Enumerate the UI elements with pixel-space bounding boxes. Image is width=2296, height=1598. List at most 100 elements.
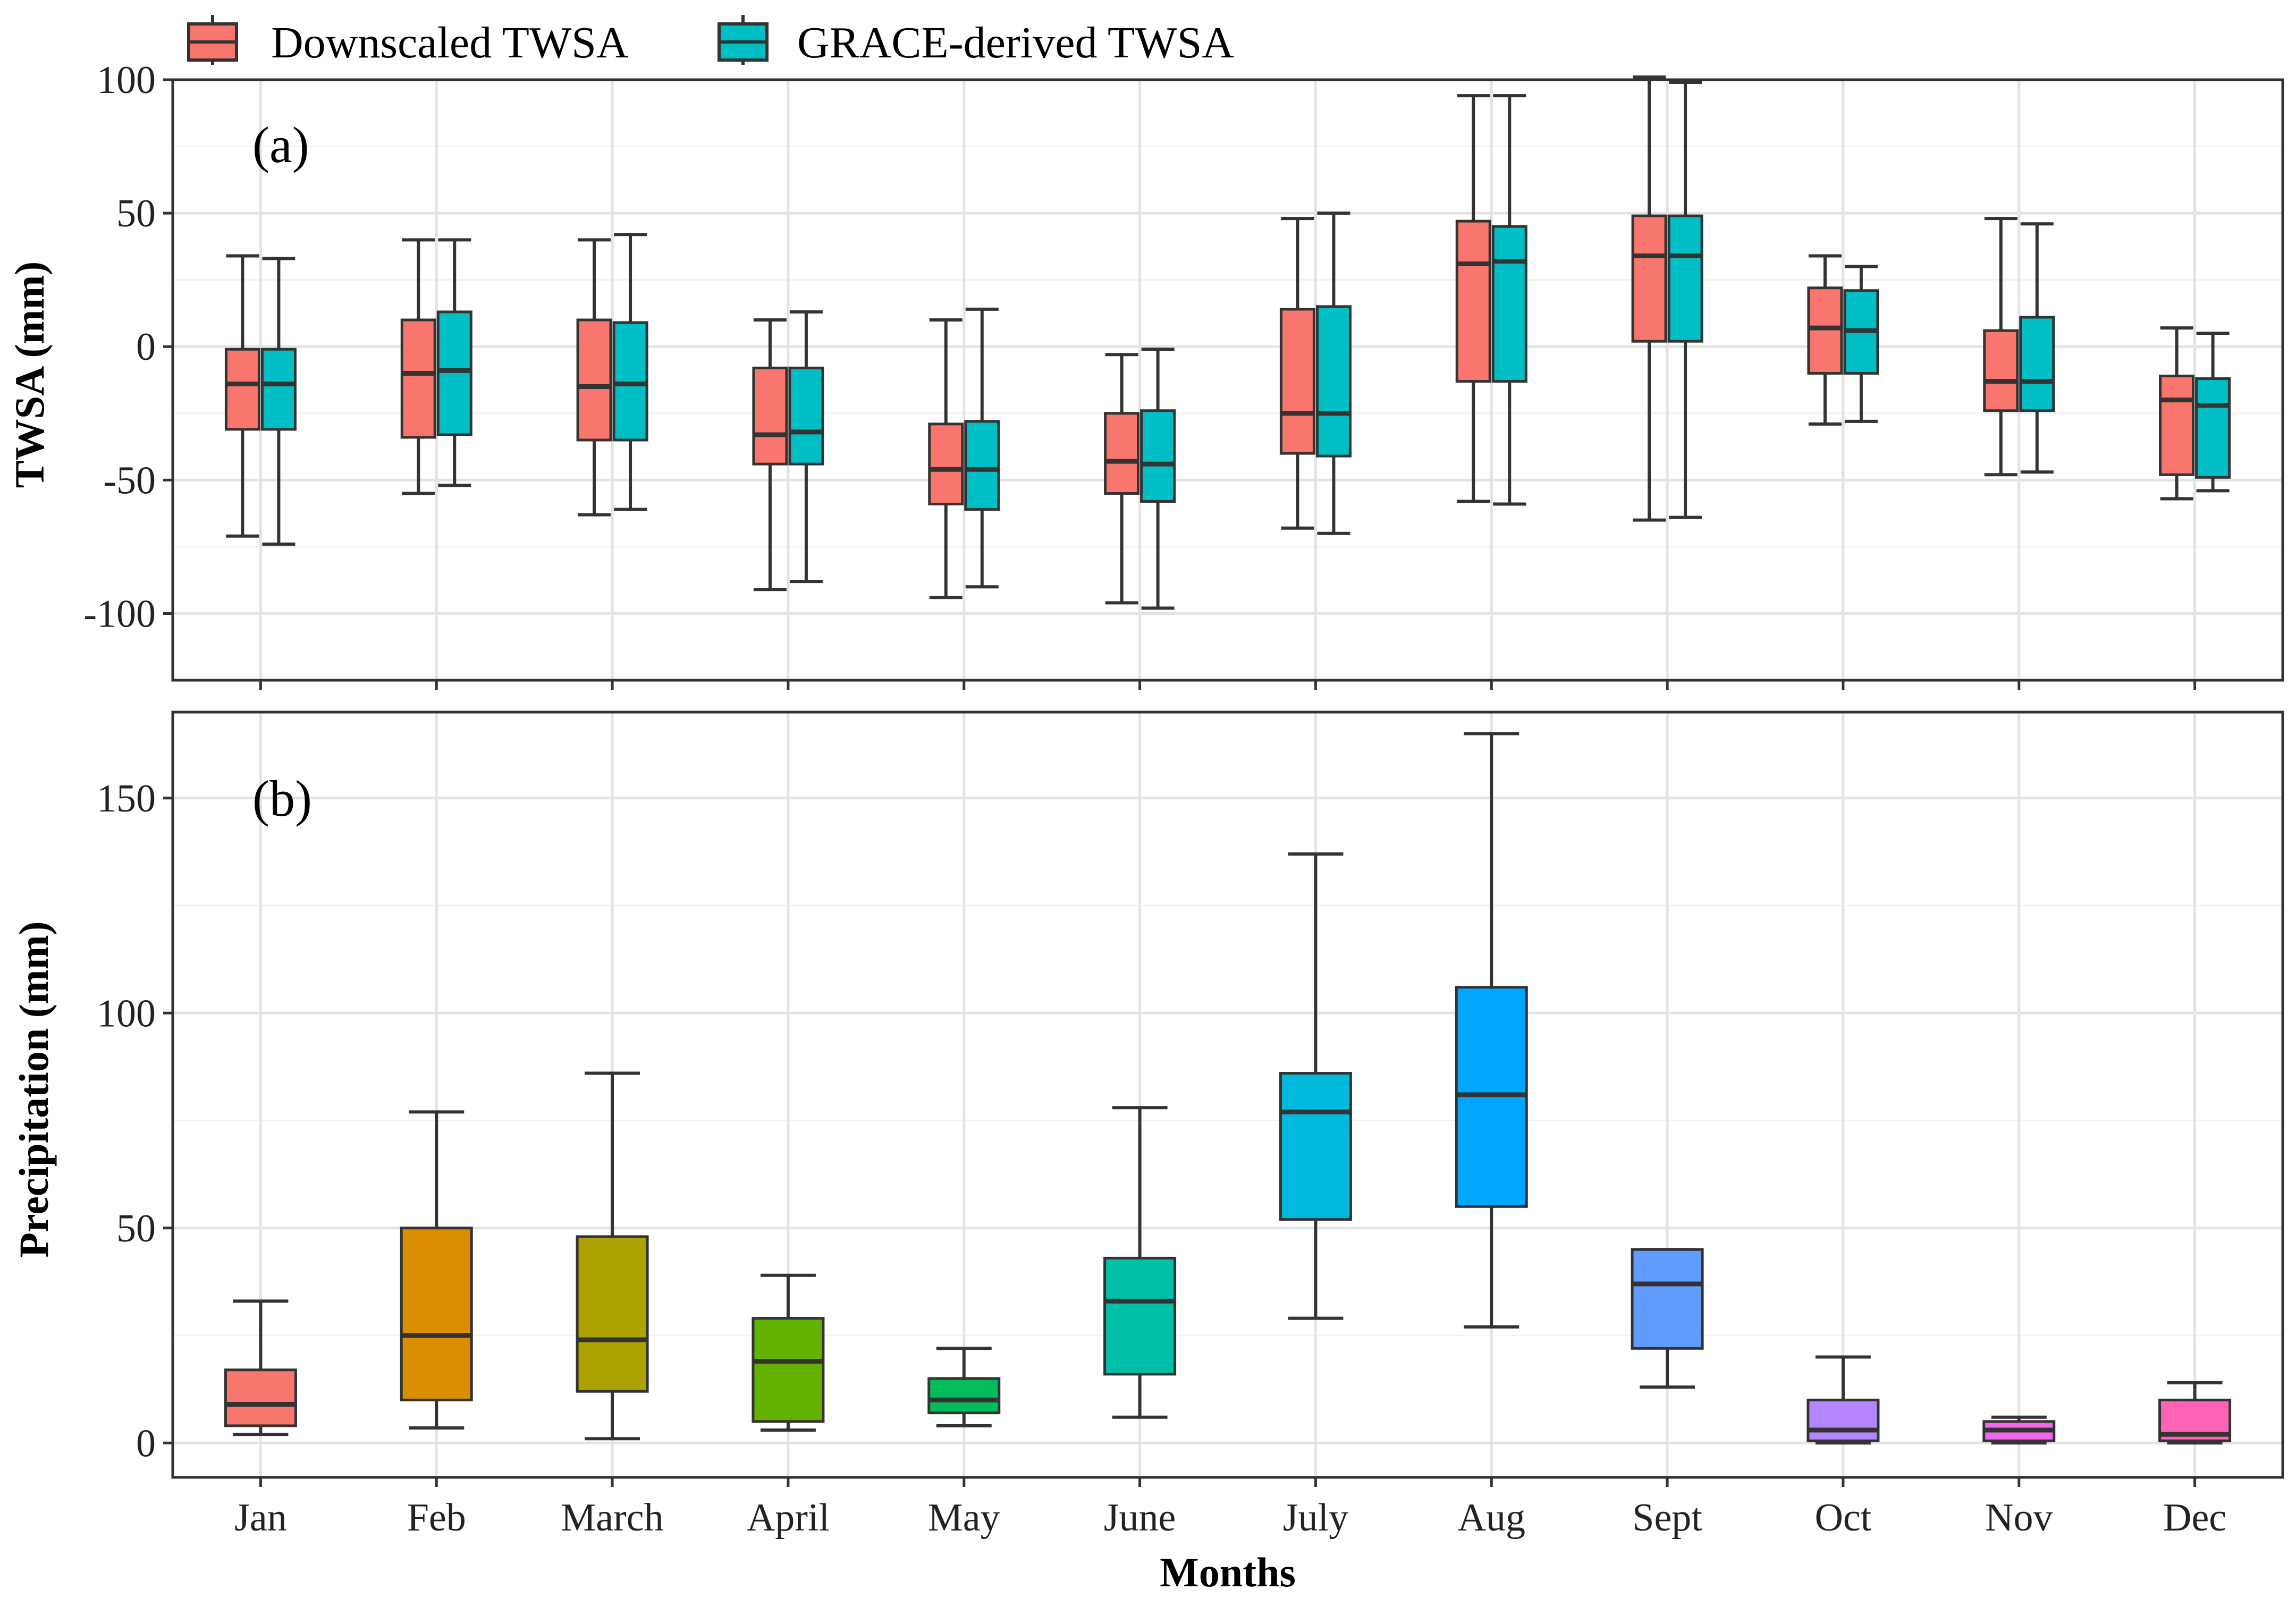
box-april-downscaled [752,318,788,591]
y-tick-label: 0 [136,325,156,369]
box-may-downscaled [928,318,964,599]
box-body [788,366,824,466]
panel-a-y-axis-title: TWSA (mm) [6,261,53,488]
box-feb-downscaled [400,238,436,495]
box-body [2159,374,2195,476]
box-body [928,422,964,506]
x-tick-label: Feb [407,1496,466,1540]
panel-b-x-ticks: Jan Feb March April May June July Aug Sept Oct Nov… [234,1477,2226,1540]
box-feb-grace [436,238,472,487]
box-body [1631,214,1667,343]
y-tick-label: 100 [97,992,156,1035]
box-jan [224,1299,297,1436]
box-march-downscaled [576,238,612,517]
panel-b-gridlines [173,712,2283,1477]
box-body [1104,412,1140,495]
box-body [436,310,472,436]
y-tick-label: 150 [97,777,156,821]
box-may [927,1347,1001,1427]
panel-a-y-ticks: 100 50 0 -50 -100 [83,58,173,636]
x-tick-label: Jan [234,1496,287,1540]
y-tick-label: -50 [103,459,156,502]
x-tick-label: March [561,1496,664,1540]
box-body [2195,377,2231,479]
box-body [400,1227,473,1401]
box-body [400,318,436,439]
box-march-grace [612,233,648,511]
panel-b-tag: (b) [252,770,312,827]
box-aug-downscaled [1455,94,1491,503]
y-tick-label: 0 [136,1422,156,1465]
x-tick-label: Oct [1814,1496,1871,1540]
box-body [1807,1398,1880,1442]
box-sept-downscaled [1631,75,1667,522]
x-tick-label: June [1104,1496,1176,1540]
box-dec [2158,1381,2232,1445]
y-tick-label: 50 [116,1207,156,1250]
y-tick-label: 50 [116,192,156,235]
box-june [1103,1106,1177,1419]
box-body [612,321,648,442]
y-tick-label: -100 [83,592,156,636]
panel-b-y-ticks: 150 100 50 0 [97,777,173,1465]
box-march [576,1071,649,1441]
x-tick-label: Nov [1985,1496,2053,1540]
box-body [1667,214,1703,343]
legend-item-downscaled: Downscaled TWSA [187,15,629,67]
box-body [1631,1248,1704,1350]
box-body [964,420,1000,511]
box-may-grace [964,307,1000,589]
x-tick-label: Aug [1458,1496,1525,1540]
box-oct-downscaled [1807,254,1843,426]
panel-b-border [171,711,2284,1479]
panel-a-x-ticks [259,680,2197,690]
box-june-grace [1140,348,1176,610]
box-dec-grace [2195,332,2231,493]
box-aug-grace [1491,94,1527,506]
x-tick-label: April [747,1496,830,1540]
box-sept-grace [1667,81,1703,519]
box-june-downscaled [1104,353,1140,605]
legend-label-grace: GRACE-derived TWSA [797,18,1234,67]
panel-a-tag: (a) [252,116,309,173]
box-body [1140,409,1176,503]
box-body [576,1235,649,1393]
box-july-downscaled [1279,217,1315,530]
box-july-grace [1315,212,1352,535]
box-body [224,1368,297,1427]
box-body [752,1317,825,1423]
x-tick-label: Dec [2163,1496,2226,1540]
y-tick-label: 100 [97,58,156,102]
panel-a-twsa: 100 50 0 -50 -100 (a) TWSA (mm) [6,58,2284,690]
box-feb [400,1110,473,1430]
panel-b-boxes [224,732,2232,1445]
x-tick-label: July [1283,1496,1348,1540]
panel-b-y-axis-title: Precipitation (mm) [11,921,57,1257]
box-body [1103,1256,1177,1376]
box-body [752,366,788,466]
box-nov [1982,1415,2056,1445]
box-body [1983,329,2019,412]
box-jan-grace [260,257,297,546]
legend: Downscaled TWSA GRACE-derived TWSA [187,15,1234,67]
box-body [1279,308,1315,455]
box-dec-downscaled [2159,326,2195,501]
box-body [927,1377,1001,1415]
box-oct-grace [1843,265,1879,423]
legend-label-downscaled: Downscaled TWSA [271,18,629,67]
box-body [260,348,297,431]
x-tick-label: May [928,1496,1000,1540]
box-april [752,1273,825,1432]
box-body [1807,286,1843,375]
panel-b-precipitation: 150 100 50 0 Jan Feb March April May June July Aug… [11,711,2284,1595]
box-sept [1631,1248,1704,1389]
box-body [2019,316,2055,412]
panel-a-border [171,78,2284,682]
box-oct [1807,1355,1880,1445]
box-nov-downscaled [1983,217,2019,477]
x-axis-title: Months [1160,1549,1296,1595]
box-nov-grace [2019,222,2055,474]
box-jan-downscaled [224,254,260,538]
box-april-grace [788,310,824,584]
